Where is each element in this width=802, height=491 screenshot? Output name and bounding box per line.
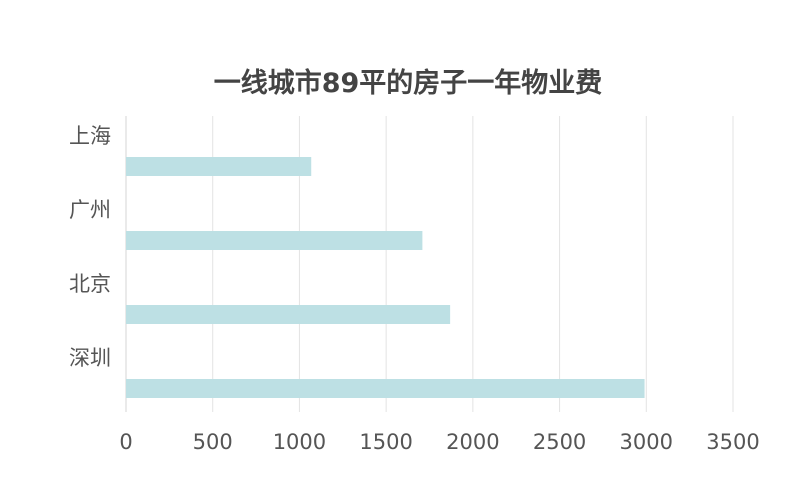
x-tick-label: 1500 — [359, 430, 412, 454]
bars — [126, 157, 645, 398]
chart-title: 一线城市89平的房子一年物业费 — [214, 67, 603, 99]
x-tick-label: 0 — [119, 430, 132, 454]
bar — [126, 157, 312, 176]
bar — [126, 379, 645, 398]
category-label: 深圳 — [69, 346, 111, 370]
category-label: 广州 — [69, 198, 111, 222]
x-tick-label: 2500 — [533, 430, 586, 454]
bar — [126, 305, 451, 324]
x-tick-label: 1000 — [273, 430, 326, 454]
x-tick-labels: 0 500 1000 1500 2000 2500 3000 3500 — [119, 430, 759, 454]
category-label: 上海 — [69, 124, 111, 148]
x-tick-label: 3500 — [706, 430, 759, 454]
category-label: 北京 — [69, 272, 111, 296]
x-tick-label: 3000 — [620, 430, 673, 454]
bar — [126, 231, 423, 250]
x-tick-label: 2000 — [446, 430, 499, 454]
x-tick-label: 500 — [193, 430, 233, 454]
